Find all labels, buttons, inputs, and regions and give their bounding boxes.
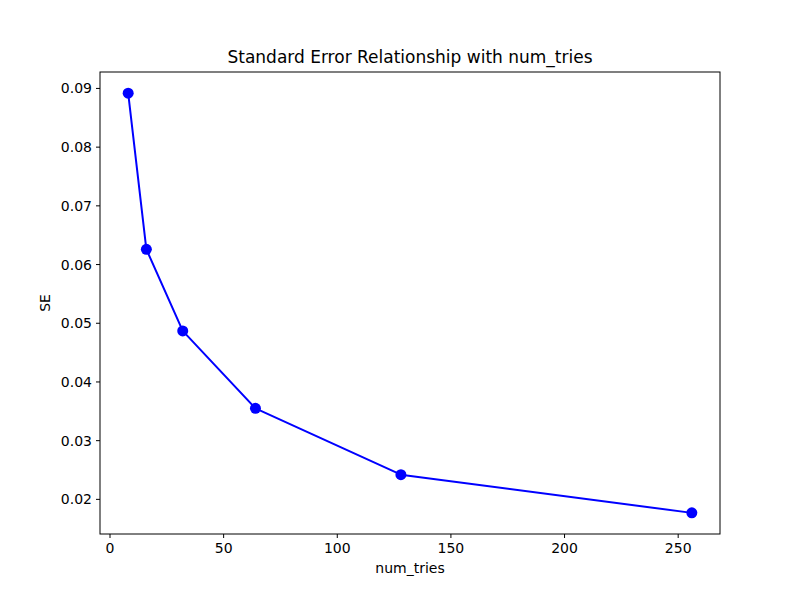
figure: Standard Error Relationship with num_tri…: [0, 0, 800, 600]
y-tick-label: 0.09: [61, 80, 92, 96]
x-tick-label: 0: [106, 540, 115, 556]
data-point: [123, 88, 134, 99]
x-tick-label: 250: [665, 540, 692, 556]
y-tick-label: 0.08: [61, 139, 92, 155]
axes-frame: [100, 72, 720, 534]
data-line: [128, 93, 692, 513]
x-axis-label: num_tries: [100, 560, 720, 576]
y-tick-label: 0.07: [61, 198, 92, 214]
y-tick-label: 0.04: [61, 374, 92, 390]
plot-svg: 0 50 100 150 200 250 0.02 0.03 0.04 0.05 0.06 0.07 0…: [0, 0, 800, 600]
y-tick-label: 0.03: [61, 433, 92, 449]
y-tick-label: 0.06: [61, 257, 92, 273]
data-point: [250, 403, 261, 414]
data-point: [141, 244, 152, 255]
x-tick-label: 50: [215, 540, 233, 556]
data-point: [177, 325, 188, 336]
x-tick-label: 100: [324, 540, 351, 556]
y-tick-label: 0.05: [61, 315, 92, 331]
y-tick-label: 0.02: [61, 491, 92, 507]
y-axis-label: SE: [37, 294, 53, 312]
x-tick-label: 200: [551, 540, 578, 556]
data-point: [686, 507, 697, 518]
data-point: [395, 469, 406, 480]
x-tick-label: 150: [438, 540, 465, 556]
